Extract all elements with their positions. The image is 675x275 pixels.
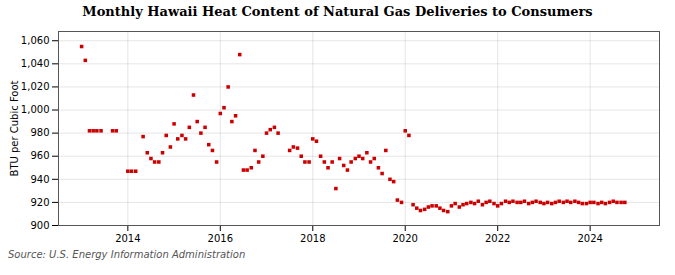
svg-text:2018: 2018	[300, 233, 325, 244]
svg-text:2020: 2020	[393, 233, 418, 244]
svg-text:960: 960	[30, 150, 49, 161]
svg-text:1,020: 1,020	[21, 81, 50, 92]
svg-text:2022: 2022	[485, 233, 510, 244]
svg-text:940: 940	[30, 174, 49, 185]
svg-text:1,060: 1,060	[21, 35, 50, 46]
svg-text:900: 900	[30, 220, 49, 231]
svg-text:980: 980	[30, 127, 49, 138]
html-text:Monthly Hawaii Heat Content of: Monthly Hawaii Heat Content of Natural G…	[82, 4, 593, 19]
html-text:Source: U.S. Energy Informatio: Source: U.S. Energy Information Administ…	[8, 249, 246, 260]
svg-text:BTU per Cubic Foot: BTU per Cubic Foot	[9, 80, 20, 176]
svg-text:920: 920	[30, 197, 49, 208]
svg-text:1,000: 1,000	[21, 104, 50, 115]
svg-text:2024: 2024	[577, 233, 602, 244]
svg-text:2014: 2014	[115, 233, 140, 244]
svg-text:2016: 2016	[208, 233, 233, 244]
svg-text:1,040: 1,040	[21, 58, 50, 69]
